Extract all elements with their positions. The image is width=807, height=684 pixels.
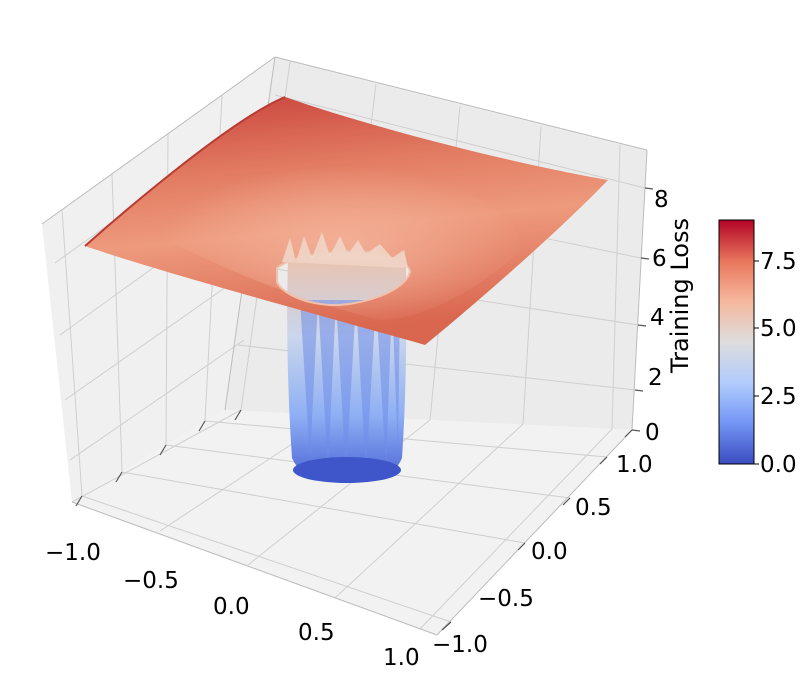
well-stripes (300, 300, 400, 478)
tick-mark (637, 324, 647, 327)
colorbar-gradient (718, 219, 755, 465)
tick-mark (599, 456, 608, 465)
tick-mark (644, 187, 654, 190)
z-tick-label: 0 (645, 420, 660, 446)
floor-pane (72, 410, 632, 635)
rim-spikes (282, 232, 408, 268)
tick-mark (234, 409, 242, 421)
colorbar-tick-label: 7.5 (760, 249, 797, 275)
tickmarks (75, 187, 654, 631)
colorbar-tick-label: 2.5 (760, 384, 797, 410)
tick-mark (517, 542, 526, 551)
colorbar: 0.0 2.5 5.0 7.5 (718, 219, 797, 478)
z-axis-label: Training Loss (666, 218, 694, 374)
y-tick-label: 0.5 (575, 495, 612, 521)
x-tick-label: −0.5 (123, 568, 179, 594)
colorbar-ticks (754, 260, 759, 465)
x-tick-label: 0.0 (213, 594, 250, 620)
z-tick-label: 2 (648, 365, 663, 391)
tick-mark (562, 497, 571, 506)
z-tick-label: 4 (650, 305, 665, 331)
y-axis: −1.0 −0.5 0.0 0.5 1.0 (432, 452, 653, 658)
x-tick-label: −1.0 (45, 540, 101, 566)
tick-mark (115, 471, 123, 483)
y-tick-label: −1.0 (432, 632, 488, 658)
well-bottom (293, 457, 401, 483)
tick-mark (640, 257, 650, 260)
tick-mark (75, 495, 83, 507)
surface-sheen (150, 157, 520, 320)
z-tick-label: 8 (654, 187, 669, 213)
tick-mark (631, 429, 641, 432)
y-tick-label: −0.5 (478, 586, 534, 612)
surface-edge-highlight (84, 96, 286, 247)
tick-mark (624, 429, 633, 438)
z-axis: 0 2 4 6 8 Training Loss (645, 187, 694, 446)
tick-mark (198, 420, 206, 432)
tick-mark (634, 389, 644, 392)
x-axis: −1.0 −0.5 0.0 0.5 1.0 (45, 540, 420, 671)
x-tick-label: 0.5 (298, 620, 335, 646)
y-tick-label: 1.0 (616, 452, 653, 478)
tick-mark (441, 621, 452, 631)
colorbar-tick-label: 5.0 (760, 316, 797, 342)
tick-mark (159, 444, 167, 456)
z-tick-label: 6 (652, 246, 667, 272)
x-tick-label: 1.0 (383, 645, 420, 671)
y-tick-label: 0.0 (531, 539, 568, 565)
colorbar-tick-label: 0.0 (760, 452, 797, 478)
